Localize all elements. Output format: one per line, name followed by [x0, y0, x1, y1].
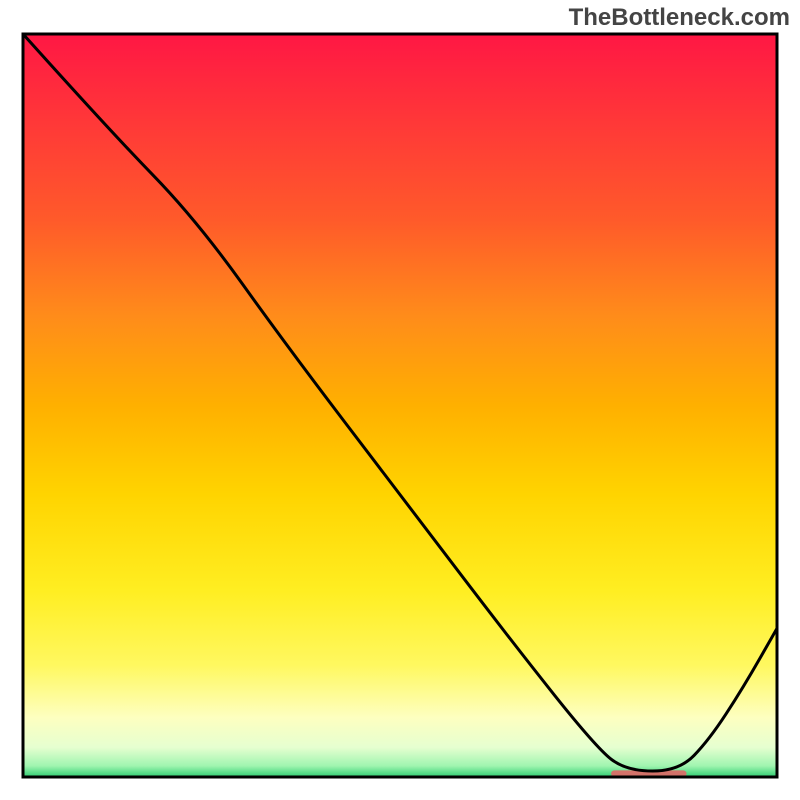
bottleneck-gradient-chart	[0, 0, 800, 800]
watermark-label: TheBottleneck.com	[569, 4, 790, 32]
gradient-background	[23, 34, 777, 777]
